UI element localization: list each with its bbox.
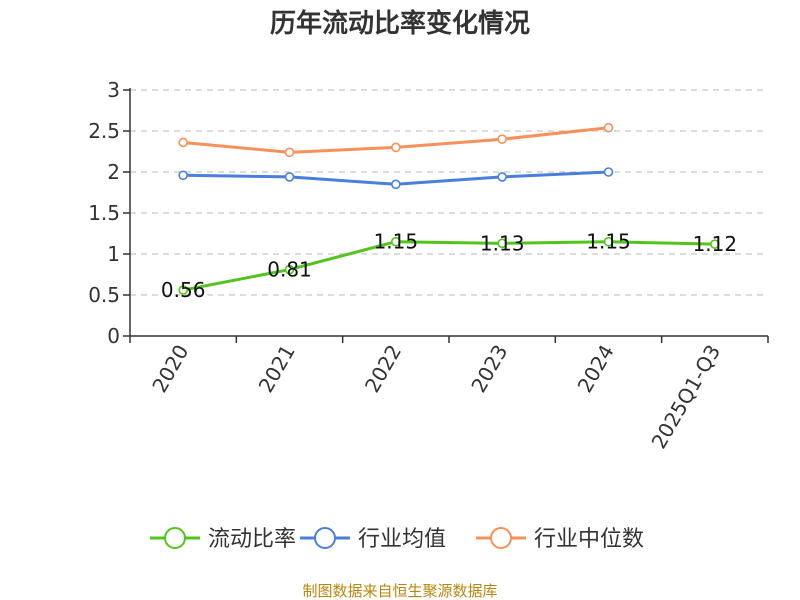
- data-point: [710, 239, 720, 249]
- data-point: [497, 134, 507, 144]
- legend-marker: [490, 527, 512, 549]
- data-point: [603, 236, 614, 247]
- legend[interactable]: 流动比率 行业均值 行业中位数: [150, 527, 644, 552]
- series-line: [182, 240, 715, 292]
- legend-item[interactable]: 流动比率: [150, 527, 296, 552]
- legend-label: 行业均值: [358, 527, 446, 552]
- y-axis-ticks: 0 0.5 1 1.5 2 2.5 3: [88, 78, 130, 348]
- x-tick-label: 2020: [147, 341, 193, 397]
- x-tick-label: 2024: [573, 341, 619, 397]
- data-point: [391, 142, 401, 153]
- data-point: [284, 147, 295, 158]
- data-point: [178, 137, 188, 148]
- x-tick-label: 2023: [466, 340, 512, 396]
- y-tick-label: 2: [107, 160, 120, 184]
- x-tick-label: 2025Q1-Q3: [646, 341, 725, 453]
- data-point: [497, 172, 507, 182]
- series-lines: [178, 122, 720, 295]
- y-tick-label: 1: [107, 242, 120, 266]
- data-label: 1.15: [586, 230, 631, 254]
- x-tick-label: 2022: [360, 341, 406, 397]
- data-label: 1.13: [480, 231, 525, 255]
- data-point: [603, 167, 614, 177]
- legend-label: 行业中位数: [534, 527, 644, 552]
- data-point: [178, 170, 188, 181]
- legend-marker: [164, 527, 186, 549]
- x-tick-label: 2021: [254, 341, 300, 397]
- legend-item[interactable]: 行业中位数: [476, 527, 644, 552]
- source-note: 制图数据来自恒生聚源数据库: [302, 582, 497, 600]
- data-point: [178, 285, 188, 295]
- data-point: [497, 238, 507, 249]
- x-axis-ticks: 2020 2021 2022 2023 2024 2025Q1-Q3: [129, 336, 769, 453]
- y-tick-label: 0.5: [88, 283, 120, 307]
- data-labels: 0.56 0.81 1.15 1.13 1.15 1.12: [161, 230, 737, 302]
- legend-label: 流动比率: [208, 527, 296, 552]
- data-point: [391, 179, 401, 190]
- grid-lines: [130, 89, 768, 296]
- legend-marker: [314, 527, 336, 549]
- data-label: 1.15: [374, 230, 419, 254]
- data-point: [603, 122, 614, 133]
- axes: [129, 88, 768, 337]
- y-tick-label: 2.5: [88, 119, 120, 143]
- data-label: 0.81: [267, 258, 312, 282]
- data-point: [284, 172, 295, 182]
- y-tick-label: 3: [107, 78, 120, 102]
- data-point: [391, 236, 401, 247]
- y-tick-label: 0: [107, 324, 120, 348]
- chart-title: 历年流动比率变化情况: [270, 8, 530, 39]
- legend-item[interactable]: 行业均值: [300, 527, 446, 552]
- data-label: 0.56: [161, 278, 206, 302]
- data-point: [284, 264, 295, 275]
- y-tick-label: 1.5: [88, 201, 120, 225]
- data-label: 1.12: [693, 232, 738, 256]
